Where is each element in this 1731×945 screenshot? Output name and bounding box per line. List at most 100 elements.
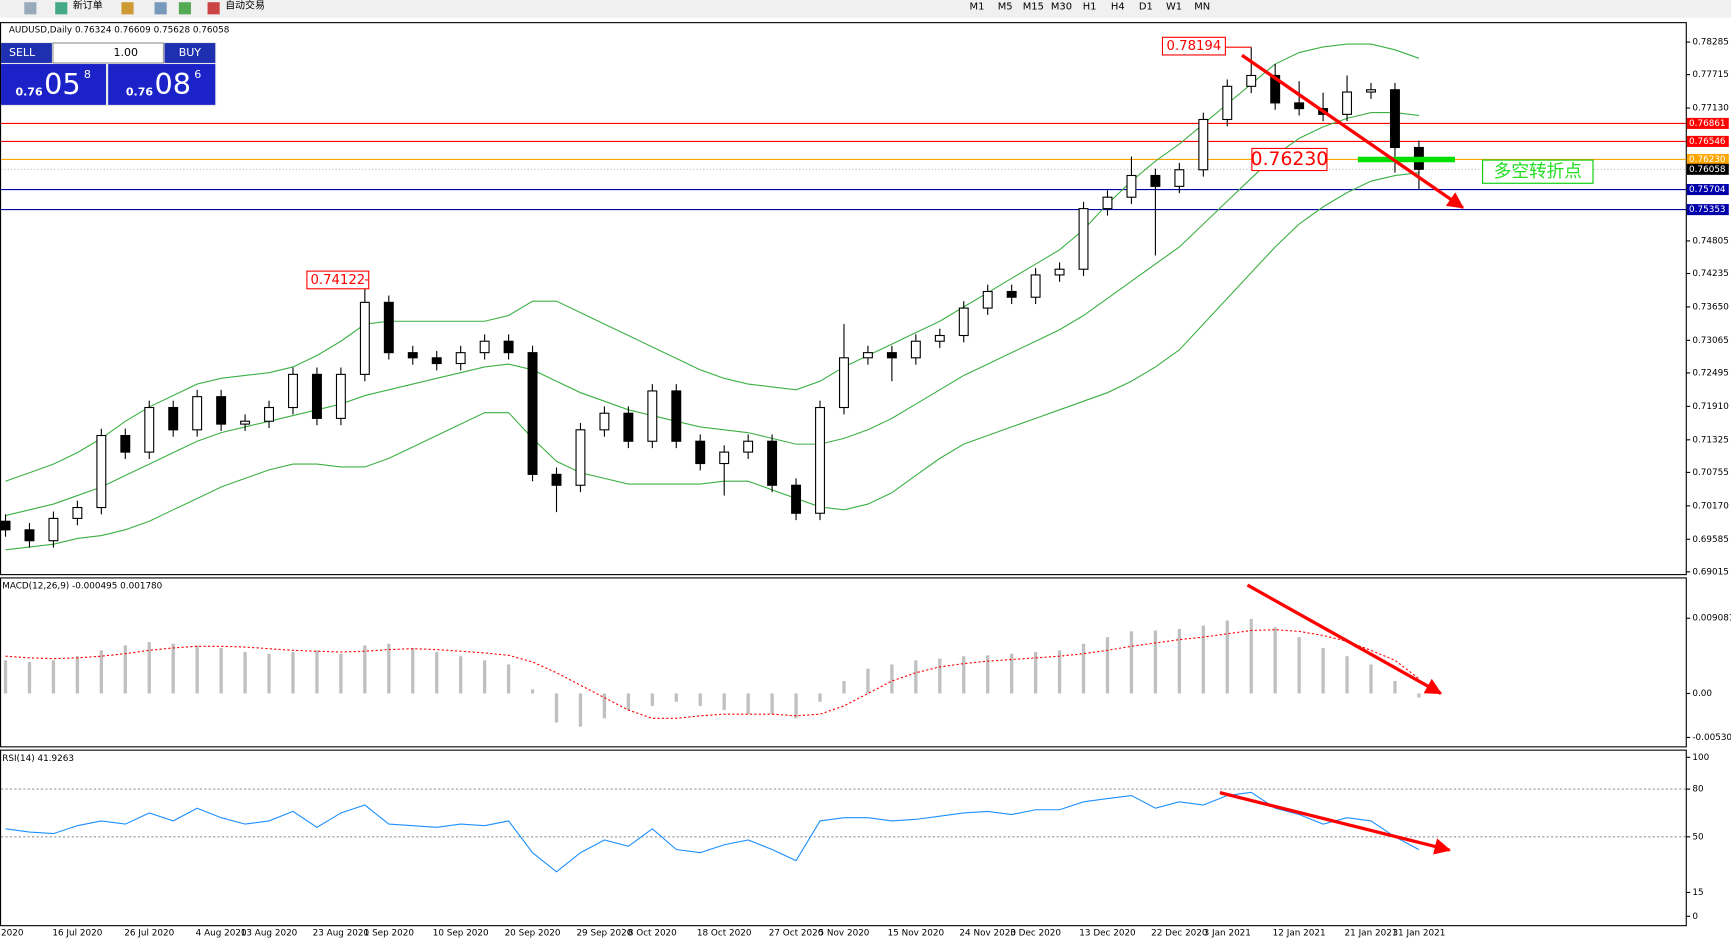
x-tick-label: 31 Jan 2021 xyxy=(1392,928,1445,938)
macd-bar xyxy=(435,652,439,694)
annotation-label: 0.78194 xyxy=(1167,39,1222,54)
level-label-bg xyxy=(1686,204,1729,216)
y-tick-label: 0.70170 xyxy=(1692,501,1729,511)
candle-body xyxy=(1270,74,1281,104)
macd-bar xyxy=(75,656,80,694)
annotation-box xyxy=(1251,147,1328,172)
annotation-box xyxy=(1482,159,1594,184)
candle-body xyxy=(910,340,921,359)
candle-body xyxy=(623,412,634,442)
timeframe-button[interactable]: M30 xyxy=(1051,2,1072,13)
macd-bar xyxy=(1225,620,1229,694)
macd-bar xyxy=(1369,664,1373,694)
sell-price-box[interactable] xyxy=(1,64,106,105)
candle-body xyxy=(503,340,514,354)
y-tick-label: 0.78285 xyxy=(1692,38,1729,48)
icon[interactable] xyxy=(24,2,37,15)
timeframe-button[interactable]: W1 xyxy=(1166,2,1182,13)
candle-body xyxy=(48,517,59,542)
timeframe-button[interactable]: MN xyxy=(1194,2,1210,13)
candle-body xyxy=(72,506,83,519)
timeframe-button[interactable]: M15 xyxy=(1023,2,1044,13)
macd-bar xyxy=(1417,693,1421,698)
macd-bar xyxy=(27,661,32,694)
macd-bar xyxy=(746,693,750,715)
candle-body xyxy=(695,440,706,465)
x-tick-label: 26 Jul 2020 xyxy=(124,928,174,938)
lot-input[interactable] xyxy=(52,42,164,64)
buy-price-big: 0.76 xyxy=(126,86,154,99)
candle-body xyxy=(862,352,873,359)
y-tick-label: -0.005306 xyxy=(1692,733,1731,743)
candle-body xyxy=(767,440,778,486)
macd-bar xyxy=(1345,656,1349,694)
candle-body xyxy=(886,352,897,359)
macd-bar xyxy=(794,693,798,719)
candle-body xyxy=(407,352,418,359)
auto-trading[interactable]: 自动交易 xyxy=(225,0,265,12)
buy-price-box[interactable] xyxy=(108,64,216,105)
macd-frame xyxy=(0,577,1687,748)
x-tick-label: 15 Nov 2020 xyxy=(888,928,945,938)
level-label: 0.76861 xyxy=(1689,119,1726,129)
timeframe-button[interactable]: M1 xyxy=(970,2,985,13)
macd-bar xyxy=(842,681,846,694)
buy-label[interactable]: BUY xyxy=(179,46,202,59)
timeframe-button[interactable]: M5 xyxy=(998,2,1013,13)
icon[interactable] xyxy=(55,2,68,15)
candle-body xyxy=(551,473,562,486)
y-tick-label: 15 xyxy=(1692,888,1703,898)
x-tick-label: 3 Dec 2020 xyxy=(1010,928,1061,938)
macd-bar xyxy=(626,693,631,711)
macd-bar xyxy=(770,693,774,715)
macd-bar xyxy=(171,643,175,694)
macd-bar xyxy=(339,653,343,694)
x-tick-label: 1 Sep 2020 xyxy=(364,928,415,938)
x-tick-label: 13 Aug 2020 xyxy=(241,928,298,938)
y-tick-label: 0.69585 xyxy=(1692,535,1729,545)
toolbar: 新订单 自动交易 M1 M5 M15 M30 H1 H4 D1 W1 MN xyxy=(0,0,1731,18)
level-label-bg xyxy=(1686,135,1729,147)
candle-body xyxy=(96,434,107,509)
new-order[interactable]: 新订单 xyxy=(73,0,103,12)
macd-bar xyxy=(243,652,247,694)
candle-body xyxy=(527,352,538,475)
timeframe-button[interactable]: H4 xyxy=(1111,2,1125,13)
macd-bar xyxy=(890,664,894,694)
sell-price-main: 05 xyxy=(44,67,81,101)
sell-label[interactable]: SELL xyxy=(9,46,36,59)
timeframe-button[interactable]: H1 xyxy=(1083,2,1097,13)
icon[interactable] xyxy=(154,2,167,15)
annotation-label: 0.74122 xyxy=(310,273,365,288)
macd-bar xyxy=(530,689,535,694)
icon[interactable] xyxy=(121,2,134,15)
macd-bar xyxy=(650,693,654,706)
x-tick-label: 18 Oct 2020 xyxy=(697,928,752,938)
sell-price-big: 0.76 xyxy=(15,86,43,99)
sell-button[interactable] xyxy=(1,43,52,63)
y-tick-label: 0.00 xyxy=(1692,689,1712,699)
level-label-bg xyxy=(1686,117,1729,129)
toolbar-bg xyxy=(0,0,1731,18)
y-tick-label: 0.74235 xyxy=(1692,269,1729,279)
x-tick-label: 29 Sep 2020 xyxy=(576,928,632,938)
lot-value[interactable]: 1.00 xyxy=(113,46,138,59)
macd-bar xyxy=(411,647,415,694)
buy-button[interactable] xyxy=(164,43,216,63)
y-tick-label: 0.69015 xyxy=(1692,567,1729,577)
candle-body xyxy=(479,340,490,354)
y-tick-label: 0.77715 xyxy=(1692,70,1729,80)
y-tick-label: 50 xyxy=(1692,832,1704,842)
x-tick-label: 10 Sep 2020 xyxy=(433,928,489,938)
candle-body xyxy=(671,390,682,442)
x-tick-label: 22 Dec 2020 xyxy=(1151,928,1208,938)
candle-body xyxy=(958,307,969,337)
macd-bar xyxy=(1010,653,1014,694)
icon[interactable] xyxy=(178,2,191,15)
icon[interactable] xyxy=(207,2,220,15)
candle-body xyxy=(1389,89,1400,149)
annotation-label: 0.76230 xyxy=(1251,149,1329,170)
annotation-text: 多空转折点 xyxy=(1494,161,1582,182)
timeframe-button[interactable]: D1 xyxy=(1139,2,1153,13)
level-label-bg xyxy=(1686,184,1729,196)
